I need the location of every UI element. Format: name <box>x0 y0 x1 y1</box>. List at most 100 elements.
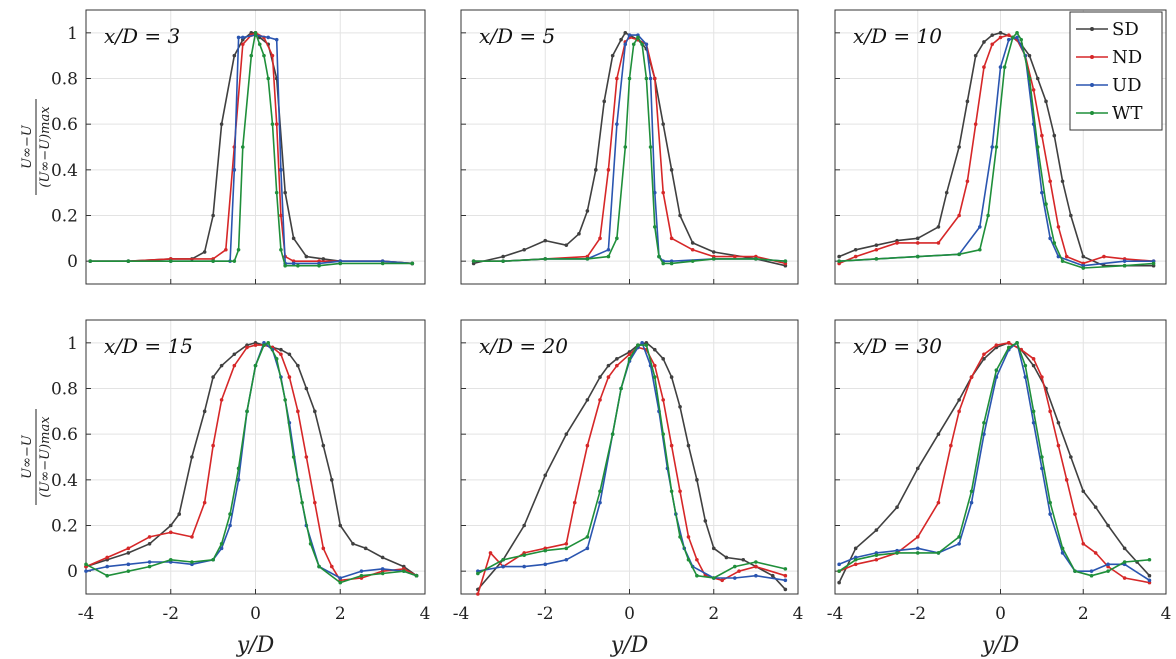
data-point-ud <box>969 500 974 505</box>
data-point-wt <box>669 261 674 266</box>
data-point-sd <box>1056 420 1061 425</box>
data-point-ud <box>338 576 343 580</box>
data-point-sd <box>351 541 355 546</box>
data-point-nd <box>915 241 920 245</box>
data-point-nd <box>957 213 961 218</box>
data-point-sd <box>895 505 899 510</box>
data-point-sd <box>190 455 194 459</box>
data-point-sd <box>1106 523 1110 528</box>
data-point-nd <box>874 247 879 252</box>
series-line-ud <box>85 341 417 579</box>
data-point-wt <box>957 535 961 539</box>
data-point-ud <box>266 35 271 40</box>
data-point-nd <box>598 398 602 402</box>
data-point-nd <box>1064 254 1069 259</box>
data-point-nd <box>783 573 788 578</box>
data-point-wt <box>969 489 974 494</box>
data-point-ud <box>1006 37 1011 42</box>
data-point-wt <box>317 564 321 569</box>
x-tick-label: 2 <box>335 604 346 624</box>
data-point-ud <box>1122 259 1127 263</box>
series-line-ud <box>90 34 413 265</box>
data-point-sd <box>304 254 309 259</box>
data-point-wt <box>837 259 841 263</box>
data-point-wt <box>501 259 505 263</box>
data-point-wt <box>476 571 480 576</box>
data-point-ud <box>279 168 283 172</box>
data-point-sd <box>577 231 581 236</box>
panel-annotation: x/D = 30 <box>853 334 942 358</box>
data-point-sd <box>202 250 207 254</box>
data-point-wt <box>262 53 266 58</box>
data-point-wt <box>661 432 665 436</box>
panel-annotation: x/D = 10 <box>853 24 942 48</box>
data-point-wt <box>610 432 615 436</box>
data-point-ud <box>1048 236 1052 241</box>
data-point-sd <box>678 213 682 218</box>
data-point-nd <box>606 375 611 379</box>
series-line-wt <box>85 341 417 584</box>
data-point-wt <box>644 76 649 81</box>
data-point-nd <box>695 557 699 562</box>
x-tick-label: -4 <box>78 604 95 624</box>
data-point-ud <box>648 76 653 81</box>
data-point-nd <box>661 190 665 195</box>
data-point-sd <box>543 238 548 243</box>
data-point-wt <box>1081 266 1086 270</box>
data-point-nd <box>720 578 724 583</box>
data-point-ud <box>615 122 619 126</box>
legend-label-wt: WT <box>1112 103 1143 124</box>
legend-label-nd: ND <box>1112 47 1142 68</box>
data-point-sd <box>1035 76 1040 81</box>
data-point-sd <box>522 247 526 252</box>
series-line-ud <box>838 341 1150 581</box>
data-point-ud <box>564 557 569 562</box>
data-point-wt <box>1089 573 1094 578</box>
data-point-nd <box>329 564 334 569</box>
legend-marker-nd <box>1090 55 1094 59</box>
data-point-sd <box>1044 99 1048 104</box>
x-axis-label: y/D <box>981 633 1020 658</box>
data-point-sd <box>1060 179 1065 184</box>
data-point-nd <box>1048 409 1052 414</box>
data-point-sd <box>232 352 237 357</box>
data-point-wt <box>147 564 152 569</box>
data-point-wt <box>636 343 640 347</box>
data-point-wt <box>1122 263 1127 268</box>
data-point-wt <box>308 541 313 546</box>
series-line-wt <box>90 31 413 267</box>
data-point-sd <box>313 409 317 414</box>
data-point-nd <box>304 455 309 459</box>
data-point-ud <box>990 145 995 149</box>
data-point-wt <box>338 580 343 585</box>
data-point-wt <box>253 31 258 35</box>
data-point-wt <box>1031 409 1036 414</box>
data-point-wt <box>245 409 249 414</box>
data-point-sd <box>915 466 920 471</box>
data-point-wt <box>915 254 920 259</box>
data-point-sd <box>615 357 619 361</box>
data-point-wt <box>936 551 941 555</box>
data-point-ud <box>623 42 628 47</box>
data-point-sd <box>661 122 665 126</box>
data-point-ud <box>998 65 1003 69</box>
data-point-wt <box>410 261 415 266</box>
data-point-nd <box>615 76 619 81</box>
panel-3: x/D = 10 SD ND UD WT <box>834 9 1167 285</box>
data-point-wt <box>236 247 241 252</box>
series-line-wt <box>477 344 786 579</box>
data-point-wt <box>598 489 602 494</box>
series-line-nd <box>477 346 786 595</box>
data-point-sd <box>279 347 283 352</box>
data-point-sd <box>287 352 292 357</box>
series-line-sd <box>90 31 413 265</box>
data-point-ud <box>1040 466 1044 471</box>
y-tick-label: 0.6 <box>51 115 78 135</box>
data-point-wt <box>615 236 619 241</box>
data-point-sd <box>690 241 695 245</box>
data-point-wt <box>669 489 674 494</box>
data-point-wt <box>262 343 266 347</box>
data-point-wt <box>853 557 858 562</box>
y-tick-label: 0.4 <box>51 161 78 181</box>
